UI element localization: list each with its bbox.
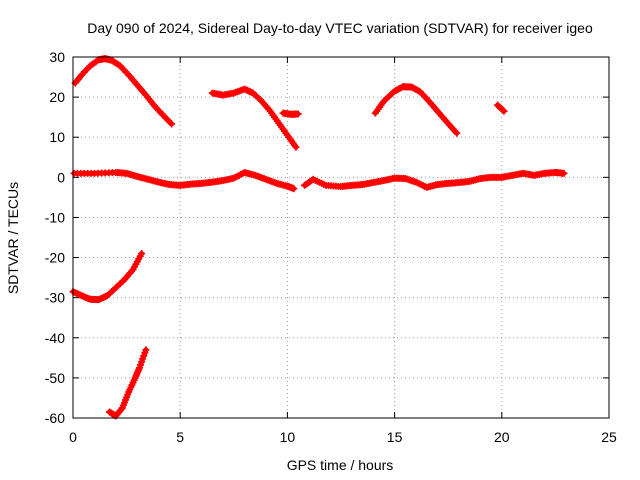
y-tick-label: -50 bbox=[45, 370, 65, 386]
y-tick-label: -20 bbox=[45, 250, 65, 266]
series-arc-7 bbox=[494, 101, 508, 115]
grid-lines bbox=[73, 57, 609, 418]
data-series bbox=[69, 55, 568, 420]
data-point bbox=[166, 119, 174, 127]
x-tick-label: 25 bbox=[601, 429, 617, 445]
series-arc-8 bbox=[69, 250, 146, 304]
data-point bbox=[499, 106, 507, 114]
y-tick-label: -60 bbox=[45, 410, 65, 426]
data-point bbox=[142, 346, 150, 354]
data-point bbox=[453, 129, 461, 137]
x-tick-label: 0 bbox=[69, 429, 77, 445]
data-point bbox=[168, 120, 176, 128]
y-tick-label: 0 bbox=[57, 169, 65, 185]
series-arc-6 bbox=[371, 83, 461, 137]
data-point bbox=[292, 143, 300, 151]
data-point bbox=[138, 250, 146, 258]
data-point bbox=[560, 169, 568, 177]
series-arc-4 bbox=[279, 109, 302, 118]
x-tick-label: 20 bbox=[494, 429, 510, 445]
chart-title: Day 090 of 2024, Sidereal Day-to-day VTE… bbox=[87, 20, 593, 36]
series-arc-5 bbox=[301, 169, 568, 191]
y-tick-label: 10 bbox=[49, 129, 65, 145]
series-arc-1 bbox=[71, 55, 176, 128]
x-tick-label: 15 bbox=[387, 429, 403, 445]
axis-ticks: 0 5 10 15 20 25 -60 -50 -40 -30 -20 -10 0 10 20 30 bbox=[45, 49, 617, 445]
x-tick-label: 5 bbox=[176, 429, 184, 445]
data-point bbox=[117, 405, 125, 413]
x-axis-label: GPS time / hours bbox=[287, 457, 394, 473]
data-point bbox=[290, 185, 298, 193]
series-arc-3 bbox=[208, 85, 300, 151]
y-tick-label: -10 bbox=[45, 209, 65, 225]
y-tick-label: 30 bbox=[49, 49, 65, 65]
y-axis-label: SDTVAR / TECUs bbox=[5, 182, 21, 294]
y-tick-label: -30 bbox=[45, 290, 65, 306]
plot-frame bbox=[72, 56, 610, 419]
series-arc-9 bbox=[105, 346, 150, 420]
data-point bbox=[500, 107, 508, 115]
y-tick-label: 20 bbox=[49, 89, 65, 105]
series-arc-2 bbox=[70, 169, 298, 193]
y-tick-label: -40 bbox=[45, 330, 65, 346]
data-point bbox=[294, 110, 302, 118]
x-tick-label: 10 bbox=[280, 429, 296, 445]
